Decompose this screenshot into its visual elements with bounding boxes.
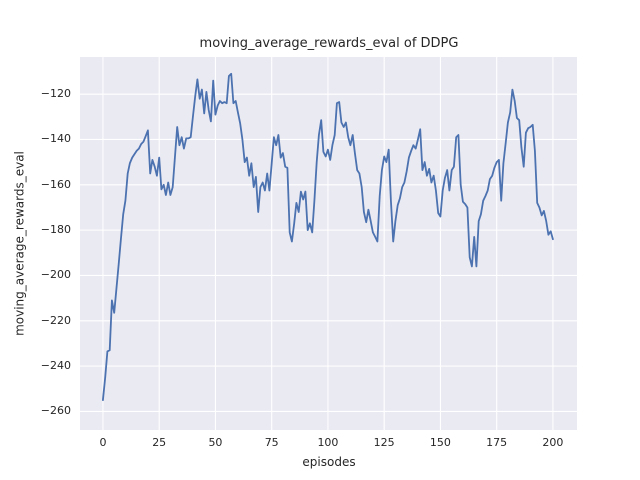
x-tick-label: 100 <box>317 436 339 449</box>
x-tick-label: 0 <box>99 436 107 449</box>
x-tick-label: 200 <box>542 436 564 449</box>
y-tick-label: −140 <box>40 132 71 146</box>
x-tick-label: 50 <box>208 436 223 449</box>
y-tick-label: −160 <box>40 177 71 191</box>
y-tick-label: −220 <box>40 313 71 327</box>
y-tick-label: −240 <box>40 359 71 373</box>
x-tick-label: 175 <box>486 436 508 449</box>
x-tick-label: 125 <box>373 436 395 449</box>
y-tick-label: −200 <box>40 268 71 282</box>
y-tick-label: −260 <box>40 404 71 418</box>
y-tick-label: −180 <box>40 223 71 237</box>
x-tick-label: 25 <box>152 436 167 449</box>
x-tick-label: 75 <box>264 436 279 449</box>
y-tick-label: −120 <box>40 87 71 101</box>
plot-area <box>80 57 577 430</box>
reward-line <box>102 72 554 402</box>
chart-title: moving_average_rewards_eval of DDPG <box>199 36 459 51</box>
x-axis-label: episodes <box>302 455 356 469</box>
x-tick-label: 150 <box>429 436 451 449</box>
